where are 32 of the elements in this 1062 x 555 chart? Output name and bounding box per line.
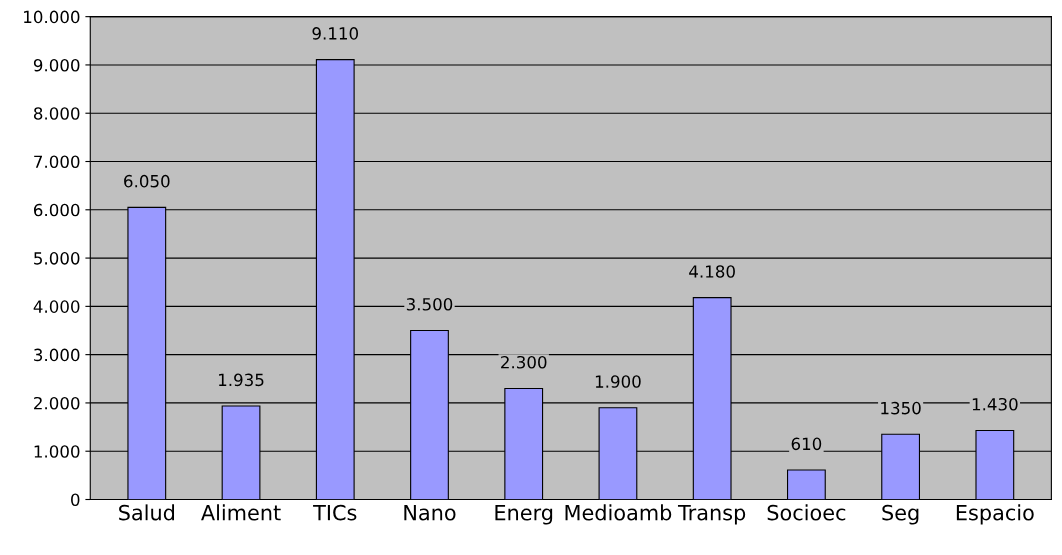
x-tick-label: Nano	[404, 505, 456, 521]
x-tick-label: TICs	[313, 504, 357, 521]
x-tick-label: Salud	[119, 504, 175, 521]
x-tick-label: Energ	[495, 505, 553, 525]
x-tick-label: Espacio	[956, 504, 1034, 525]
data-label: 3.500	[406, 298, 453, 311]
data-label: 1350	[881, 401, 921, 415]
x-tick-label: Aliment	[201, 504, 281, 521]
data-label: 2.300	[501, 355, 547, 369]
y-tick-label: 2.000	[34, 396, 80, 410]
x-tick-label: Medioamb	[565, 504, 672, 521]
y-tick-label: 9.000	[33, 58, 80, 72]
data-label: 1.935	[219, 373, 264, 387]
x-tick-label: Seg	[882, 504, 919, 525]
y-tick-label: 5.000	[34, 252, 80, 265]
data-label: 1.430	[972, 397, 1018, 411]
data-label: 1.900	[595, 375, 641, 388]
y-tick-label: 8.000	[33, 107, 80, 120]
y-tick-label: 1.000	[34, 445, 80, 458]
y-tick-label: 7.000	[34, 155, 80, 169]
data-label: 6.050	[124, 174, 170, 188]
data-label: 9.110	[312, 27, 359, 40]
y-tick-label: 0	[71, 493, 80, 507]
y-tick-label: 10.000	[24, 10, 80, 24]
data-label: 610	[791, 437, 822, 451]
y-tick-label: 4.000	[33, 300, 80, 313]
y-tick-label: 3.000	[34, 348, 80, 362]
x-tick-label: Transp	[677, 505, 746, 525]
y-tick-label: 6.000	[34, 203, 80, 217]
data-label: 4.180	[689, 265, 735, 278]
bar	[786, 469, 826, 500]
x-tick-label: Socioec	[767, 504, 846, 521]
